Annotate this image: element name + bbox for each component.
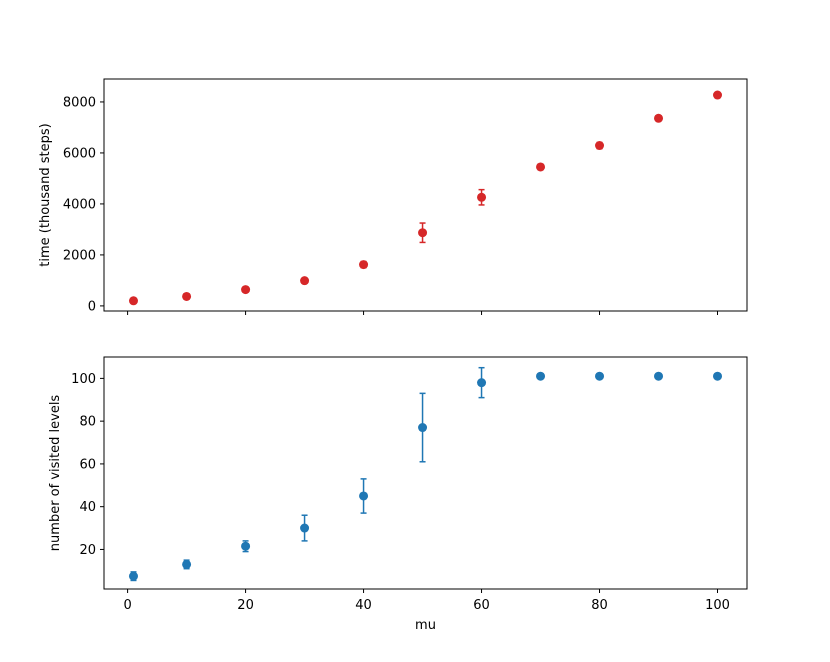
data-point	[300, 276, 310, 286]
plot-frame	[103, 356, 748, 590]
data-point	[713, 90, 723, 100]
y-tick-label: 20	[79, 543, 96, 558]
y-tick-label: 100	[71, 372, 96, 387]
y-tick-label: 40	[79, 500, 96, 515]
data-point	[418, 423, 428, 433]
y-tick-label: 0	[88, 299, 96, 314]
data-point	[477, 192, 487, 202]
data-point	[595, 141, 605, 151]
y-axis-label: time (thousand steps)	[38, 123, 53, 266]
data-point	[654, 113, 664, 123]
data-point	[359, 260, 369, 270]
x-axis-label: mu	[415, 618, 436, 633]
x-tick-label: 80	[591, 598, 608, 613]
data-point	[128, 296, 138, 306]
x-tick-label: 40	[355, 598, 372, 613]
x-tick-label: 100	[705, 598, 730, 613]
plot-frame	[103, 78, 748, 312]
bottom-panel-levels: 0 20 40 60 80 100 20 40 60 80 100 number of visited…	[48, 356, 748, 633]
data-point	[300, 523, 310, 533]
data-point	[418, 228, 428, 238]
x-tick-label: 20	[237, 598, 254, 613]
data-point	[536, 162, 546, 172]
data-point	[595, 371, 605, 381]
data-point	[713, 371, 723, 381]
y-tick-label: 80	[79, 415, 96, 430]
data-point	[536, 371, 546, 381]
y-axis-label: number of visited levels	[48, 395, 63, 552]
data-point	[241, 541, 251, 551]
x-tick-label: 60	[473, 598, 490, 613]
data-point	[241, 285, 251, 295]
y-tick-label: 2000	[63, 248, 96, 263]
y-tick-label: 6000	[63, 146, 96, 161]
data-point	[182, 291, 192, 301]
data-point	[477, 378, 487, 388]
top-panel-time: 0 2000 4000 6000 8000 time (thousand steps)	[38, 78, 748, 315]
data-point	[182, 559, 192, 569]
data-point	[359, 491, 369, 501]
x-tick-label: 0	[123, 598, 131, 613]
y-tick-label: 4000	[63, 197, 96, 212]
data-point	[128, 571, 138, 581]
y-tick-label: 60	[79, 457, 96, 472]
y-tick-label: 8000	[63, 95, 96, 110]
data-point	[654, 371, 664, 381]
